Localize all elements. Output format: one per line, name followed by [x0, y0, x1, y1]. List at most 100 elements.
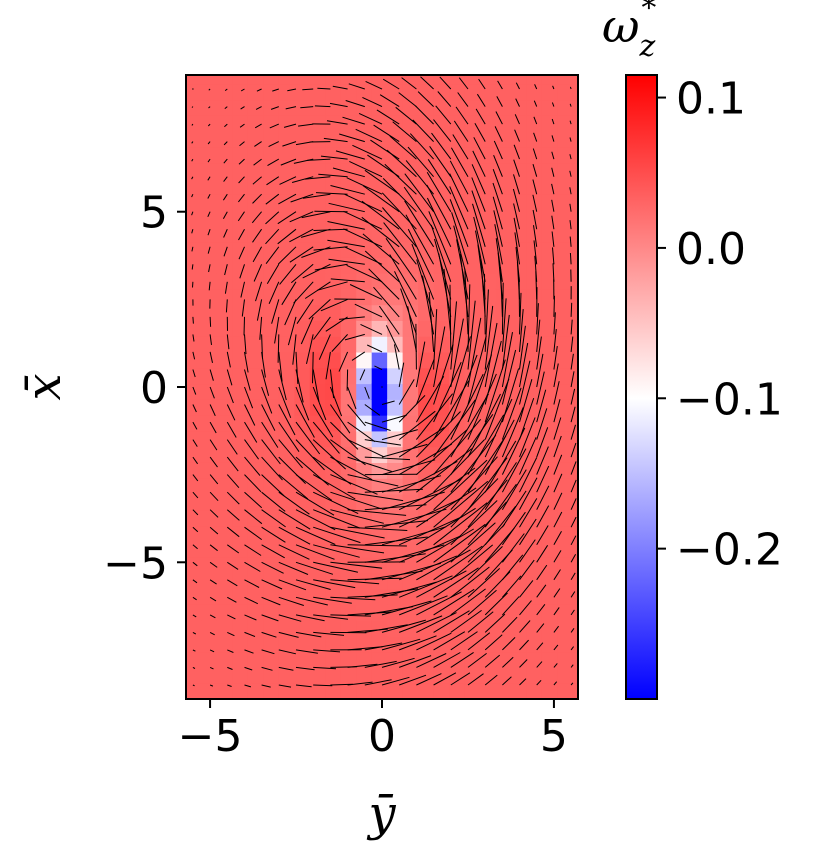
heatmap-cell: [387, 604, 404, 621]
vector-arrow: [208, 88, 211, 91]
vector-arrow: [501, 469, 527, 510]
y-tick-label: 5: [140, 188, 168, 239]
vector-arrow: [381, 429, 418, 441]
heatmap-cell: [201, 288, 218, 306]
heatmap-cell: [216, 241, 234, 258]
heatmap-cell: [371, 588, 388, 605]
heatmap-cell: [541, 620, 558, 637]
heatmap-cell: [309, 493, 326, 511]
colorbar-tick-label: −0.2: [676, 525, 783, 576]
vector-arrow: [501, 490, 527, 528]
heatmap-cell: [278, 83, 295, 101]
vector-arrow: [416, 507, 476, 546]
heatmap-cell: [402, 75, 419, 85]
heatmap-cell: [464, 683, 481, 699]
vector-arrow: [295, 666, 315, 671]
heatmap-cell: [294, 162, 311, 180]
heatmap-cell: [294, 604, 311, 621]
vector-arrow: [192, 421, 198, 430]
y-tick-label: 0: [140, 363, 168, 414]
heatmap-cell: [356, 620, 373, 637]
heatmap-cell: [418, 320, 435, 337]
heatmap-cell: [495, 604, 512, 621]
vector-arrow: [227, 579, 238, 587]
vector-arrow: [420, 76, 434, 90]
vector-arrow: [226, 421, 237, 438]
vector-arrow: [306, 334, 314, 365]
heatmap-cell: [201, 446, 218, 463]
vector-arrow: [244, 404, 256, 426]
heatmap-cell: [325, 241, 342, 258]
vector-arrow: [373, 124, 400, 143]
heatmap-cell: [541, 651, 558, 669]
heatmap-cell: [309, 509, 326, 527]
colorbar-ticks: 0.10.0−0.1−0.2: [657, 74, 783, 576]
vector-arrow: [355, 128, 383, 143]
vector-arrow: [290, 193, 314, 203]
vector-arrow: [532, 148, 538, 160]
vector-arrow: [553, 530, 562, 546]
heatmap-cell: [294, 257, 311, 274]
heatmap-cell: [495, 257, 512, 274]
vector-arrow: [244, 334, 247, 355]
vector-arrow: [346, 369, 349, 391]
heatmap-cell: [402, 683, 419, 699]
vector-arrow: [553, 588, 561, 598]
heatmap-cell: [449, 273, 466, 290]
vector-arrow: [278, 596, 304, 606]
vector-arrow: [501, 332, 513, 388]
vector-arrow: [452, 134, 469, 160]
heatmap-cell: [340, 320, 357, 337]
heatmap-cell: [371, 288, 388, 306]
heatmap-cell: [216, 367, 234, 385]
vector-arrow: [224, 106, 228, 109]
vector-arrow: [278, 369, 287, 401]
vector-arrow: [238, 193, 245, 203]
vector-arrow: [407, 228, 435, 283]
heatmap-cell: [418, 241, 435, 258]
vector-arrow: [472, 203, 486, 247]
vector-arrow: [429, 146, 452, 177]
heatmap-cell: [557, 588, 574, 605]
vector-arrow: [399, 555, 457, 581]
vector-arrow: [409, 133, 434, 160]
heatmap-cell: [402, 288, 419, 306]
vector-arrow: [209, 474, 219, 485]
vector-arrow: [536, 465, 550, 493]
vector-arrow: [364, 660, 397, 668]
heatmap-cell: [216, 273, 234, 290]
vector-arrow: [351, 351, 366, 361]
vector-arrow: [192, 404, 197, 413]
vector-arrow: [261, 526, 286, 543]
vector-arrow: [386, 149, 417, 178]
vector-arrow: [433, 545, 483, 581]
heatmap-cell: [294, 351, 311, 369]
vector-arrow: [261, 649, 275, 655]
vector-arrow: [519, 360, 531, 405]
heatmap-cell: [278, 493, 295, 511]
heatmap-cell: [216, 415, 234, 432]
vector-arrow: [382, 178, 417, 213]
vector-arrow: [207, 211, 211, 218]
heatmap-cell: [216, 131, 234, 148]
heatmap-cell: [340, 146, 357, 164]
vector-arrow: [374, 365, 383, 370]
heatmap-cell: [294, 415, 311, 432]
vector-arrow: [295, 526, 336, 545]
vector-arrow: [484, 340, 502, 405]
vector-arrow: [243, 316, 245, 336]
vector-arrow: [381, 459, 436, 476]
heatmap-cell: [541, 241, 558, 258]
heatmap-cell: [449, 667, 466, 684]
heatmap-cell: [418, 478, 435, 495]
vector-arrow: [313, 316, 331, 340]
vector-arrow: [551, 215, 555, 230]
heatmap-cell: [433, 83, 450, 101]
heatmap-cell: [216, 146, 234, 164]
heatmap-cell: [433, 667, 450, 684]
heatmap-cell: [449, 288, 466, 306]
heatmap-cell: [186, 493, 203, 511]
heatmap-cell: [371, 415, 388, 432]
vector-arrow: [474, 123, 486, 142]
heatmap-cell: [464, 604, 481, 621]
